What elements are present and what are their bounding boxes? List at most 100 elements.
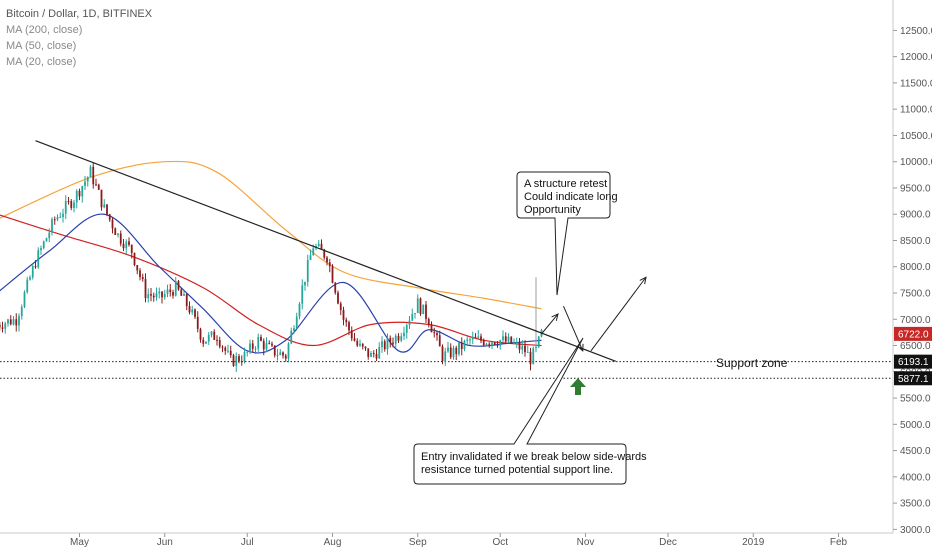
candle-body: [31, 266, 34, 278]
candle-body: [229, 350, 232, 356]
candle-body: [163, 294, 166, 298]
candle-body: [152, 295, 155, 298]
candle-body: [350, 330, 353, 339]
ma50-label[interactable]: MA (50, close): [6, 40, 77, 52]
candle-body: [405, 324, 408, 333]
candle-body: [317, 243, 320, 247]
candle-body: [466, 339, 469, 341]
candle-body: [213, 331, 216, 340]
candle-body: [150, 294, 152, 296]
candlestick-series: [0, 162, 543, 372]
candle-body: [452, 347, 455, 358]
candle-body: [221, 346, 224, 348]
symbol-label[interactable]: Bitcoin / Dollar, 1D, BITFINEX: [6, 8, 153, 20]
candle-body: [469, 339, 471, 341]
candle-body: [141, 277, 144, 280]
candle-body: [411, 313, 414, 321]
retest-line: Could indicate long: [524, 191, 618, 203]
support-high-price-tag-bg: [894, 354, 932, 369]
y-tick-label: 10500.0: [900, 131, 932, 142]
candle-body: [513, 342, 515, 344]
x-tick-label: Sep: [409, 537, 427, 548]
candle-body: [323, 249, 326, 258]
candle-body: [205, 341, 207, 344]
candle-body: [337, 292, 339, 304]
candle-body: [309, 255, 312, 260]
candle-body: [361, 343, 364, 347]
descending-trendline: [35, 140, 616, 362]
candle-body: [0, 324, 1, 328]
candle-body: [433, 332, 436, 334]
x-tick-label: Feb: [830, 537, 848, 548]
chart-drawings: [35, 140, 647, 485]
candle-body: [161, 291, 163, 298]
candle-body: [331, 266, 334, 283]
x-tick-label: 2019: [742, 537, 765, 548]
candle-body: [174, 281, 177, 296]
candle-body: [64, 201, 67, 214]
retest-callout-text: A structure retest Could indicate long O…: [524, 178, 618, 217]
candle-body: [92, 166, 95, 185]
candle-body: [97, 184, 100, 190]
candle-body: [188, 306, 191, 313]
candle-body: [257, 336, 260, 349]
candle-body: [441, 346, 444, 362]
candle-body: [537, 336, 540, 347]
candle-body: [125, 241, 128, 249]
retest-line: A structure retest: [524, 178, 608, 190]
candle-body: [202, 339, 205, 344]
candle-body: [119, 233, 122, 244]
candle-body: [485, 343, 488, 346]
candle-body: [128, 241, 130, 245]
candle-body: [249, 343, 251, 352]
candle-body: [438, 335, 441, 347]
candle-body: [100, 189, 103, 208]
candle-body: [312, 248, 315, 256]
candle-body: [34, 266, 37, 268]
candle-body: [364, 346, 367, 349]
candle-body: [422, 304, 425, 315]
candle-body: [381, 341, 383, 347]
candle-body: [375, 353, 378, 359]
candle-body: [86, 177, 89, 182]
candle-body: [114, 228, 117, 235]
candle-body: [295, 316, 298, 329]
candle-body: [243, 352, 246, 362]
y-tick-label: 5500.0: [900, 394, 931, 405]
candle-body: [394, 335, 397, 344]
candle-body: [529, 351, 532, 365]
price-axis: 12500.0 12000.0 11500.0 11000.0 10500.0 10000…: [892, 0, 932, 536]
x-tick-label: Jun: [157, 537, 173, 548]
candle-body: [282, 352, 284, 356]
candle-body: [29, 277, 31, 280]
candle-body: [210, 331, 213, 335]
candle-body: [408, 320, 411, 325]
candle-body: [139, 270, 141, 278]
candle-body: [260, 336, 262, 341]
ma50-line: [0, 214, 542, 347]
candle-body: [177, 281, 180, 290]
candle-body: [342, 309, 345, 320]
candle-body: [147, 294, 150, 299]
retest-callout-box: [516, 171, 611, 296]
ma20-line: [0, 213, 542, 354]
candle-body: [425, 304, 427, 320]
candle-body: [75, 190, 78, 203]
candle-body: [419, 298, 422, 315]
ma20-label[interactable]: MA (20, close): [6, 56, 77, 68]
candle-body: [386, 337, 389, 350]
candle-body: [133, 252, 136, 266]
candle-body: [403, 332, 405, 337]
candle-body: [191, 309, 194, 313]
candle-body: [493, 342, 496, 345]
candle-body: [507, 336, 510, 342]
candle-body: [216, 339, 218, 341]
candle-body: [526, 351, 529, 353]
ma200-label[interactable]: MA (200, close): [6, 24, 83, 36]
candle-body: [262, 340, 265, 350]
y-tick-label: 9000.0: [900, 210, 931, 221]
y-tick-label: 3500.0: [900, 499, 931, 510]
candle-body: [103, 204, 106, 208]
candle-body: [367, 348, 370, 357]
